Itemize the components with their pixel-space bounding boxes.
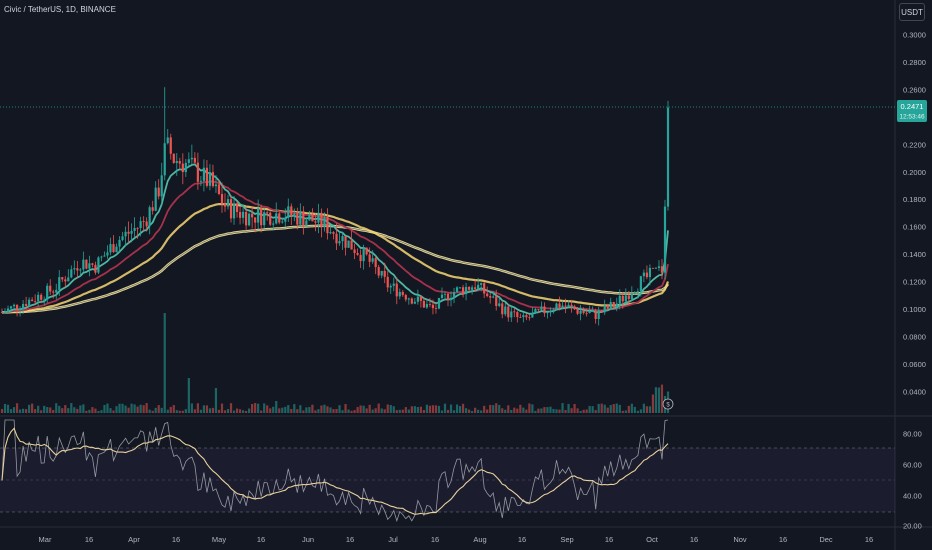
time-tick-label: Apr: [128, 535, 140, 544]
rsi-tick-label: 60.00: [903, 461, 922, 470]
time-tick-label: 16: [865, 535, 873, 544]
price-tick-label: 0.1000: [903, 305, 926, 314]
title-separator: ,: [75, 5, 81, 14]
time-tick-label: Sep: [560, 535, 573, 544]
price-tick-label: 0.0400: [903, 387, 926, 396]
time-tick-label: 16: [85, 535, 93, 544]
rsi-indicator: [1, 419, 669, 523]
time-tick-label: May: [212, 535, 226, 544]
price-tick-label: 0.1400: [903, 250, 926, 259]
rsi-tick-label: 80.00: [903, 430, 922, 439]
price-tick-label: 0.1200: [903, 278, 926, 287]
time-tick-label: 16: [431, 535, 439, 544]
last-price-tag: 0.2471 12:53:46: [897, 100, 927, 122]
time-tick-label: 16: [518, 535, 526, 544]
price-tick-label: 0.0800: [903, 332, 926, 341]
price-tick-label: 0.2000: [903, 168, 926, 177]
price-tick-label: 0.1600: [903, 223, 926, 232]
exchange: BINANCE: [80, 5, 116, 14]
time-tick-label: 16: [779, 535, 787, 544]
svg-text:$: $: [666, 403, 670, 409]
time-tick-label: Mar: [39, 535, 52, 544]
time-tick-label: 16: [172, 535, 180, 544]
currency-unit-button[interactable]: USDT: [899, 3, 925, 21]
time-tick-label: 16: [605, 535, 613, 544]
rsi-axis: 80.00 60.00 40.00 20.00: [903, 430, 922, 531]
time-tick-label: 16: [257, 535, 265, 544]
time-tick-label: Nov: [733, 535, 747, 544]
time-tick-label: Aug: [473, 535, 486, 544]
price-tick-label: 0.2600: [903, 85, 926, 94]
time-tick-label: 16: [690, 535, 698, 544]
last-price-countdown: 12:53:46: [899, 114, 925, 121]
interval[interactable]: 1D: [65, 5, 76, 14]
time-tick-label: Jul: [388, 535, 398, 544]
time-tick-label: Dec: [819, 535, 833, 544]
price-tick-label: 0.3000: [903, 31, 926, 40]
dividend-marker-icon[interactable]: $: [662, 398, 674, 410]
last-price-value: 0.2471: [901, 102, 924, 111]
symbol-name[interactable]: Civic / TetherUS: [4, 5, 62, 14]
price-tick-label: 0.0600: [903, 360, 926, 369]
candlesticks[interactable]: [0, 87, 670, 326]
price-tick-label: 0.2200: [903, 140, 926, 149]
price-tick-label: 0.2800: [903, 58, 926, 67]
time-axis[interactable]: Mar 16 Apr 16 May 16 Jun 16 Jul 16 Aug 16 Sep 16 Oct 16…: [39, 535, 874, 544]
title-separator: ,: [61, 5, 66, 14]
time-tick-label: Oct: [646, 535, 659, 544]
time-tick-label: Jun: [302, 535, 314, 544]
time-tick-label: 16: [346, 535, 354, 544]
price-tick-label: 0.1800: [903, 195, 926, 204]
chart-title: Civic / TetherUS, 1D, BINANCE: [4, 5, 116, 14]
rsi-tick-label: 20.00: [903, 522, 922, 531]
rsi-tick-label: 40.00: [903, 492, 922, 501]
